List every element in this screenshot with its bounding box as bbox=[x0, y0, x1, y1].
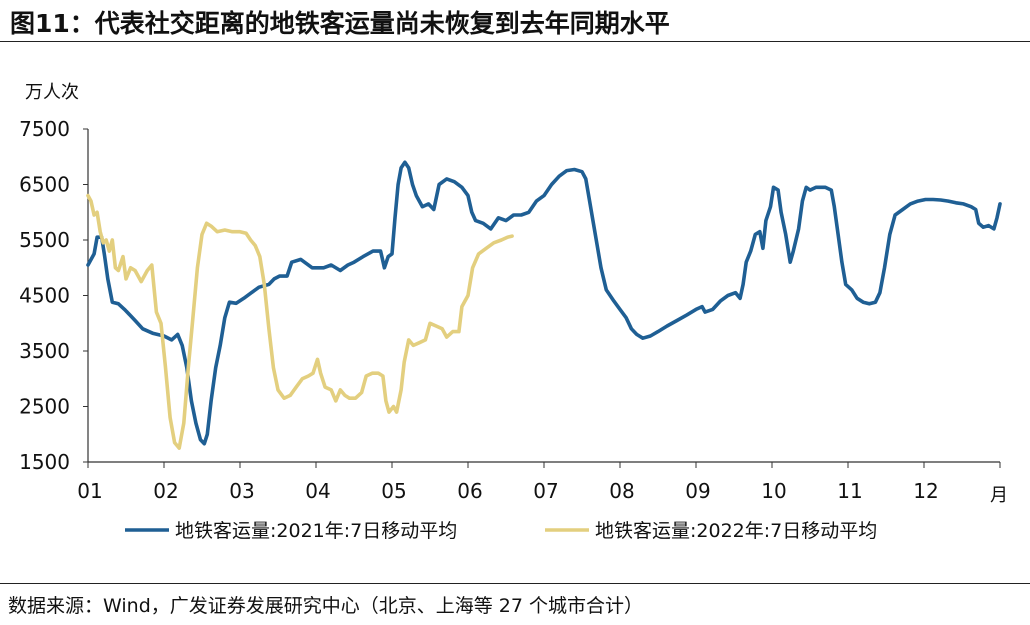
line-chart: 1500 2500 3500 4500 5500 6500 7500 01 02 03 04 05 06… bbox=[19, 82, 1008, 542]
x-tick-label: 06 bbox=[457, 479, 482, 503]
chart-lines bbox=[86, 160, 1002, 450]
x-tick-label: 03 bbox=[229, 479, 254, 503]
x-tick-label: 08 bbox=[609, 479, 634, 503]
source-note: 数据来源：Wind，广发证券发展研究中心（北京、上海等 27 个城市合计） bbox=[8, 595, 644, 617]
y-tick-label: 4500 bbox=[19, 284, 70, 308]
x-tick-label: 10 bbox=[761, 479, 786, 503]
y-tick-label: 1500 bbox=[19, 450, 70, 474]
legend-label: 地铁客运量:2022年:7日移动平均 bbox=[595, 520, 877, 542]
y-tick-label: 5500 bbox=[19, 228, 70, 252]
chart-axes: 1500 2500 3500 4500 5500 6500 7500 01 02 03 04 05 06… bbox=[19, 82, 1008, 506]
y-axis-label: 万人次 bbox=[25, 82, 79, 103]
x-tick-label: 01 bbox=[77, 479, 102, 503]
x-tick-label: 05 bbox=[381, 479, 406, 503]
x-tick-label: 02 bbox=[153, 479, 178, 503]
legend-label: 地铁客运量:2021年:7日移动平均 bbox=[175, 520, 457, 542]
y-tick-label: 6500 bbox=[19, 173, 70, 197]
y-tick-label: 3500 bbox=[19, 339, 70, 363]
series-2021-line bbox=[86, 160, 1002, 446]
x-tick-label: 09 bbox=[685, 479, 710, 503]
series-2022-line bbox=[86, 193, 514, 450]
source-divider bbox=[0, 583, 1030, 584]
y-tick-label: 2500 bbox=[19, 395, 70, 419]
x-tick-label: 12 bbox=[913, 479, 938, 503]
x-tick-label: 04 bbox=[305, 479, 330, 503]
x-tick-label: 07 bbox=[533, 479, 558, 503]
x-axis-label: 月 bbox=[990, 485, 1008, 506]
figure-title: 图11：代表社交距离的地铁客运量尚未恢复到去年同期水平 bbox=[10, 9, 670, 38]
x-tick-label: 11 bbox=[837, 479, 862, 503]
y-tick-label: 7500 bbox=[19, 117, 70, 141]
title-divider bbox=[0, 41, 1030, 42]
chart-legend: 地铁客运量:2021年:7日移动平均 地铁客运量:2022年:7日移动平均 bbox=[125, 520, 877, 542]
